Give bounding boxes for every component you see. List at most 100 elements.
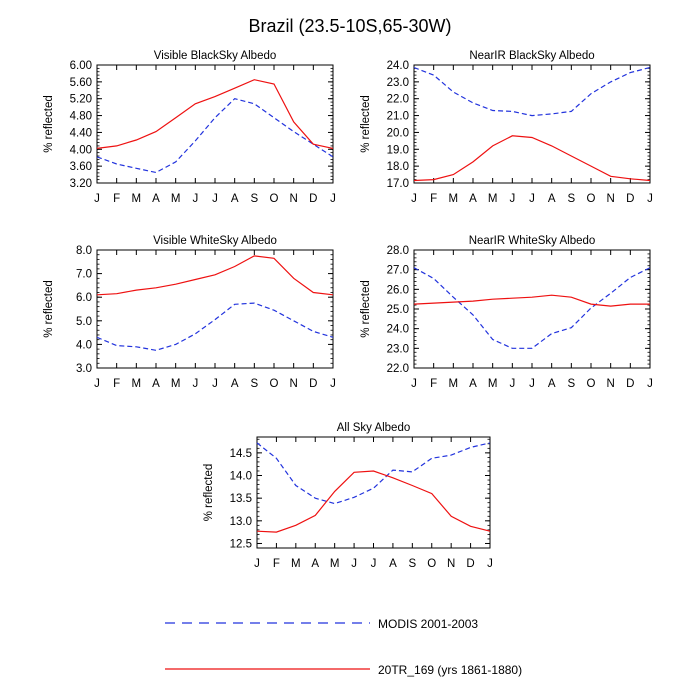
series-modis-line: [96, 98, 334, 174]
x-tick-label: O: [587, 193, 596, 205]
x-tick-label: D: [309, 193, 317, 205]
y-tick-label: 19.0: [387, 144, 409, 156]
y-tick-label: 5.60: [70, 77, 92, 89]
x-tick-label: M: [488, 378, 498, 390]
x-tick-label: J: [647, 378, 653, 390]
y-tick-label: 21.0: [387, 111, 409, 123]
series-model-line: [413, 294, 650, 307]
x-tick-label: S: [408, 558, 416, 570]
x-tick-label: F: [430, 378, 437, 390]
x-tick-label: J: [509, 378, 515, 390]
x-tick-label: D: [309, 378, 317, 390]
x-tick-label: A: [469, 193, 477, 205]
x-tick-label: A: [469, 378, 477, 390]
plot-frame: [413, 249, 651, 369]
x-tick-label: J: [509, 193, 515, 205]
x-tick-label: J: [411, 378, 417, 390]
y-tick-label: 22.0: [387, 94, 409, 106]
panel-title: NearIR BlackSky Albedo: [469, 50, 594, 62]
x-tick-label: J: [529, 378, 535, 390]
legend-model-label: 20TR_169 (yrs 1861-1880): [378, 663, 522, 677]
x-tick-label: M: [330, 558, 340, 570]
x-tick-label: J: [94, 193, 100, 205]
x-tick-label: J: [330, 193, 336, 205]
y-tick-label: 24.0: [387, 60, 409, 72]
x-tick-label: D: [466, 558, 474, 570]
y-tick-label: 27.0: [387, 265, 409, 277]
x-tick-label: J: [94, 378, 100, 390]
x-tick-label: A: [231, 193, 239, 205]
figure-title: Brazil (23.5-10S,65-30W): [248, 16, 451, 36]
x-tick-label: M: [291, 558, 301, 570]
panel-title: Visible BlackSky Albedo: [154, 50, 277, 62]
y-tick-label: 3.60: [70, 161, 92, 173]
y-tick-label: 20.0: [387, 127, 409, 139]
y-axis-label: % reflected: [43, 280, 55, 338]
y-axis-label: % reflected: [360, 95, 372, 153]
series-model-line: [413, 135, 651, 182]
x-tick-label: O: [270, 378, 279, 390]
x-tick-label: N: [290, 378, 298, 390]
y-tick-label: 4.40: [70, 127, 92, 139]
y-tick-label: 4.0: [76, 339, 92, 351]
x-tick-label: S: [250, 378, 258, 390]
y-tick-label: 3.20: [70, 178, 92, 190]
x-tick-label: F: [430, 193, 437, 205]
x-tick-label: S: [567, 378, 575, 390]
x-tick-label: M: [132, 193, 142, 205]
y-axis-label: % reflected: [43, 95, 55, 153]
x-tick-label: O: [587, 378, 596, 390]
panels: Visible BlackSky Albedo % reflected 3.20 3.…: [43, 50, 653, 570]
x-tick-label: M: [449, 378, 459, 390]
x-tick-label: N: [607, 378, 615, 390]
x-tick-label: A: [548, 378, 556, 390]
y-tick-label: 25.0: [387, 304, 409, 316]
y-tick-label: 13.5: [230, 493, 252, 505]
x-tick-label: J: [330, 378, 336, 390]
x-tick-label: N: [607, 193, 615, 205]
y-tick-label: 14.0: [230, 471, 252, 483]
panel-5: All Sky Albedo % reflected 12.5 13.0 13.5 14.…: [203, 422, 493, 570]
y-tick-label: 23.0: [387, 343, 409, 355]
x-tick-label: F: [113, 193, 120, 205]
y-tick-label: 18.0: [387, 161, 409, 173]
x-tick-label: J: [351, 558, 357, 570]
panel-3: Visible WhiteSky Albedo % reflected 3.0 4.0…: [43, 235, 336, 390]
y-tick-label: 26.0: [387, 284, 409, 296]
y-tick-label: 6.0: [76, 292, 92, 304]
x-tick-label: J: [411, 193, 417, 205]
x-tick-label: N: [290, 193, 298, 205]
y-tick-label: 14.5: [230, 448, 252, 460]
x-tick-label: M: [132, 378, 142, 390]
y-tick-label: 3.0: [76, 363, 92, 375]
y-tick-label: 28.0: [387, 245, 409, 257]
legend: MODIS 2001-2003 20TR_169 (yrs 1861-1880): [165, 617, 522, 677]
y-axis-label: % reflected: [203, 464, 215, 522]
x-tick-label: J: [212, 378, 218, 390]
y-tick-label: 5.20: [70, 94, 92, 106]
x-tick-label: F: [113, 378, 120, 390]
x-tick-label: J: [192, 378, 198, 390]
x-tick-label: J: [529, 193, 535, 205]
series-modis-line: [256, 442, 491, 505]
panel-1: Visible BlackSky Albedo % reflected 3.20 3.…: [43, 50, 336, 205]
y-tick-label: 7.0: [76, 269, 92, 281]
x-tick-label: A: [231, 378, 239, 390]
plot-frame: [96, 249, 334, 369]
series-model-line: [256, 470, 491, 533]
panel-title: NearIR WhiteSky Albedo: [469, 235, 596, 247]
x-tick-label: J: [371, 558, 377, 570]
x-tick-label: J: [212, 193, 218, 205]
x-tick-label: S: [250, 193, 258, 205]
x-tick-label: A: [311, 558, 319, 570]
series-model-line: [96, 255, 334, 296]
x-tick-label: J: [254, 558, 260, 570]
x-tick-label: A: [389, 558, 397, 570]
y-tick-label: 24.0: [387, 324, 409, 336]
x-tick-label: F: [273, 558, 280, 570]
x-tick-label: J: [487, 558, 493, 570]
y-tick-label: 5.0: [76, 316, 92, 328]
legend-modis-label: MODIS 2001-2003: [378, 617, 478, 631]
plot-frame: [96, 64, 334, 184]
